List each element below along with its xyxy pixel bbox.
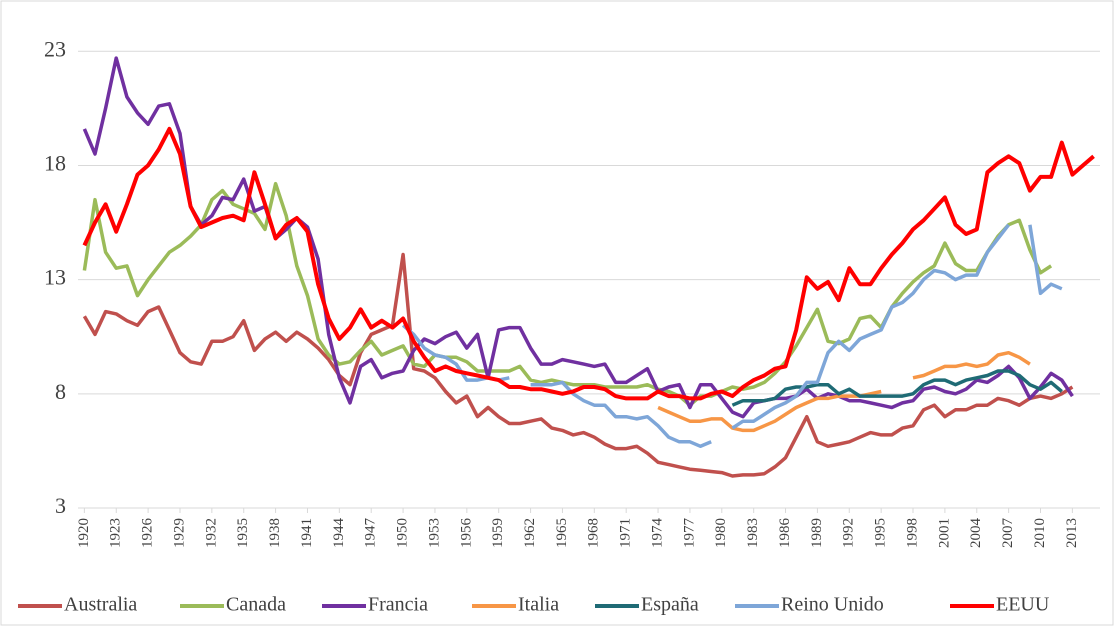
series-line [731,369,1063,407]
x-tick-label: 1923 [108,518,124,548]
x-tick-label: 1956 [458,518,474,549]
x-tick-label: 1962 [522,518,538,548]
x-tick-label: 1983 [745,518,761,548]
x-tick-label: 2007 [1000,518,1016,549]
series-line [82,126,1095,401]
x-tick-label: 1944 [331,518,347,549]
x-tick-label: 1953 [426,518,442,548]
y-tick-label: 23 [44,36,66,61]
series-line [401,223,1063,449]
x-tick-label: 1920 [76,518,92,548]
x-tick-label: 1926 [140,518,156,549]
x-tick-label: 1932 [203,518,219,548]
y-tick-label: 18 [44,150,66,175]
series-line [657,350,1031,433]
x-tick-label: 1989 [809,518,825,548]
legend-label: Francia [368,594,428,616]
legend-label: España [641,594,699,616]
x-tick-label: 1959 [490,518,506,548]
legend-label: EEUU [996,594,1050,616]
x-tick-label: 1938 [267,518,283,548]
legend-label: Australia [64,594,137,616]
series-line [82,252,1074,478]
x-tick-label: 2013 [1064,518,1080,548]
x-tick-label: 1992 [841,518,857,548]
x-tick-label: 1977 [681,518,697,549]
x-tick-label: 1998 [904,518,920,548]
y-tick-label: 8 [55,379,66,404]
x-tick-label: 1950 [395,518,411,548]
x-tick-label: 1965 [554,518,570,548]
x-tick-label: 2010 [1032,518,1048,548]
x-tick-label: 1971 [618,518,634,548]
x-tick-label: 1986 [777,518,793,549]
x-tick-label: 1995 [873,518,889,548]
x-tick-label: 2004 [968,518,984,549]
legend-label: Reino Unido [781,594,884,616]
y-tick-label: 3 [55,493,66,518]
x-tick-label: 2001 [936,518,952,548]
x-tick-label: 1980 [713,518,729,548]
y-tick-label: 13 [44,265,66,290]
x-tick-label: 1935 [235,518,251,548]
x-tick-label: 1941 [299,518,315,548]
x-tick-label: 1929 [171,518,187,548]
x-tick-label: 1974 [649,518,665,549]
legend-label: Italia [518,594,559,616]
x-tick-label: 1968 [586,518,602,548]
x-tick-label: 1947 [363,518,379,549]
legend-label: Canada [226,594,286,616]
